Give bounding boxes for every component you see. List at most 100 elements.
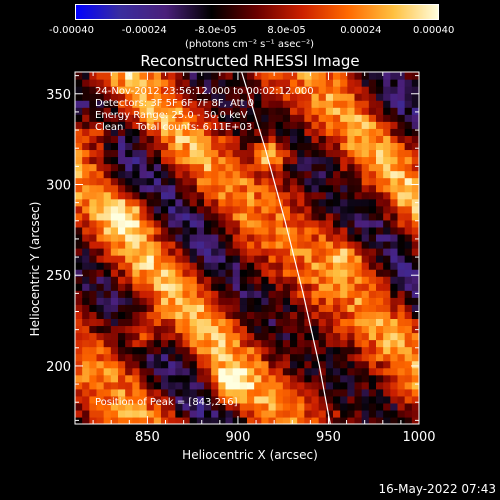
heatmap-cell	[175, 72, 184, 80]
heatmap-cell	[132, 163, 141, 172]
heatmap-cell	[325, 240, 334, 249]
heatmap-cell	[311, 416, 320, 424]
heatmap-cell	[354, 177, 363, 186]
heatmap-cell	[139, 332, 148, 341]
heatmap-cell	[175, 149, 184, 158]
heatmap-cell	[340, 114, 348, 122]
info-line-counts: Clean Total counts: 6.11E+03	[95, 122, 253, 133]
heatmap-cell	[254, 381, 262, 390]
heatmap-cell	[82, 360, 90, 369]
heatmap-cell	[225, 191, 234, 200]
heatmap-cell	[225, 262, 234, 270]
heatmap-cell	[275, 114, 284, 122]
heatmap-cell	[139, 93, 148, 101]
heatmap-cell	[132, 205, 141, 214]
heatmap-cell	[103, 170, 112, 179]
heatmap-cell	[282, 135, 291, 143]
heatmap-cell	[311, 149, 320, 158]
heatmap-cell	[268, 212, 277, 221]
heatmap-cell	[232, 149, 241, 158]
heatmap-cell	[311, 374, 320, 383]
heatmap-cell	[347, 93, 356, 101]
heatmap-cell	[325, 269, 334, 277]
heatmap-cell	[325, 135, 334, 143]
heatmap-cell	[82, 255, 90, 263]
heatmap-cell	[139, 388, 148, 397]
heatmap-cell	[146, 325, 155, 334]
heatmap-cell	[225, 100, 234, 108]
heatmap-cell	[347, 402, 356, 411]
heatmap-cell	[146, 360, 155, 369]
heatmap-cell	[340, 86, 348, 94]
heatmap-cell	[325, 402, 334, 411]
heatmap-cell	[297, 177, 305, 186]
heatmap-cell	[311, 233, 320, 242]
heatmap-cell	[376, 360, 384, 369]
heatmap-cell	[297, 325, 305, 334]
heatmap-cell	[168, 219, 176, 228]
heatmap-cell	[96, 374, 105, 383]
heatmap-cell	[118, 402, 126, 411]
heatmap-cell	[290, 262, 298, 270]
heatmap-cell	[103, 212, 112, 221]
heatmap-cell	[125, 191, 133, 200]
heatmap-cell	[153, 367, 162, 376]
heatmap-cell	[89, 255, 98, 263]
heatmap-cell	[168, 128, 176, 136]
heatmap-cell	[390, 311, 399, 319]
heatmap-cell	[132, 107, 141, 115]
heatmap-cell	[218, 205, 227, 214]
heatmap-cell	[196, 304, 205, 312]
heatmap-cell	[225, 395, 234, 404]
heatmap-cell	[82, 283, 90, 291]
heatmap-cell	[118, 72, 126, 80]
heatmap-cell	[82, 170, 90, 179]
heatmap-cell	[247, 121, 255, 129]
heatmap-cell	[239, 170, 248, 179]
heatmap-cell	[333, 184, 341, 193]
heatmap-cell	[318, 100, 327, 108]
heatmap-cell	[247, 367, 255, 376]
heatmap-cell	[290, 114, 298, 122]
heatmap-cell	[297, 269, 305, 277]
heatmap-cell	[218, 262, 227, 270]
heatmap-cell	[297, 416, 305, 424]
heatmap-cell	[404, 163, 413, 172]
heatmap-cell	[340, 395, 348, 404]
heatmap-cell	[290, 170, 298, 179]
heatmap-cell	[218, 100, 227, 108]
heatmap-cell	[189, 353, 198, 362]
heatmap-cell	[232, 388, 241, 397]
heatmap-cell	[290, 304, 298, 312]
heatmap-cell	[196, 226, 205, 235]
heatmap-cell	[347, 395, 356, 404]
heatmap-cell	[411, 255, 419, 263]
heatmap-cell	[390, 332, 399, 341]
heatmap-cell	[75, 128, 83, 136]
heatmap-cell	[254, 283, 262, 291]
heatmap-cell	[325, 353, 334, 362]
heatmap-cell	[318, 339, 327, 348]
heatmap-cell	[118, 262, 126, 270]
heatmap-cell	[290, 219, 298, 228]
heatmap-cell	[110, 332, 119, 341]
heatmap-cell	[247, 135, 255, 143]
heatmap-cell	[139, 311, 148, 319]
heatmap-cell	[139, 367, 148, 376]
heatmap-cell	[146, 388, 155, 397]
heatmap-cell	[118, 297, 126, 305]
heatmap-cell	[325, 72, 334, 80]
heatmap-cell	[118, 304, 126, 312]
heatmap-cell	[103, 269, 112, 277]
heatmap-cell	[383, 262, 391, 270]
heatmap-cell	[404, 142, 413, 151]
heatmap-cell	[125, 409, 133, 418]
heatmap-cell	[282, 276, 291, 284]
heatmap-cell	[318, 374, 327, 383]
heatmap-cell	[110, 311, 119, 319]
heatmap-cell	[333, 198, 341, 207]
heatmap-cell	[275, 339, 284, 348]
heatmap-cell	[204, 212, 212, 221]
heatmap-cell	[125, 233, 133, 242]
heatmap-cell	[168, 283, 176, 291]
